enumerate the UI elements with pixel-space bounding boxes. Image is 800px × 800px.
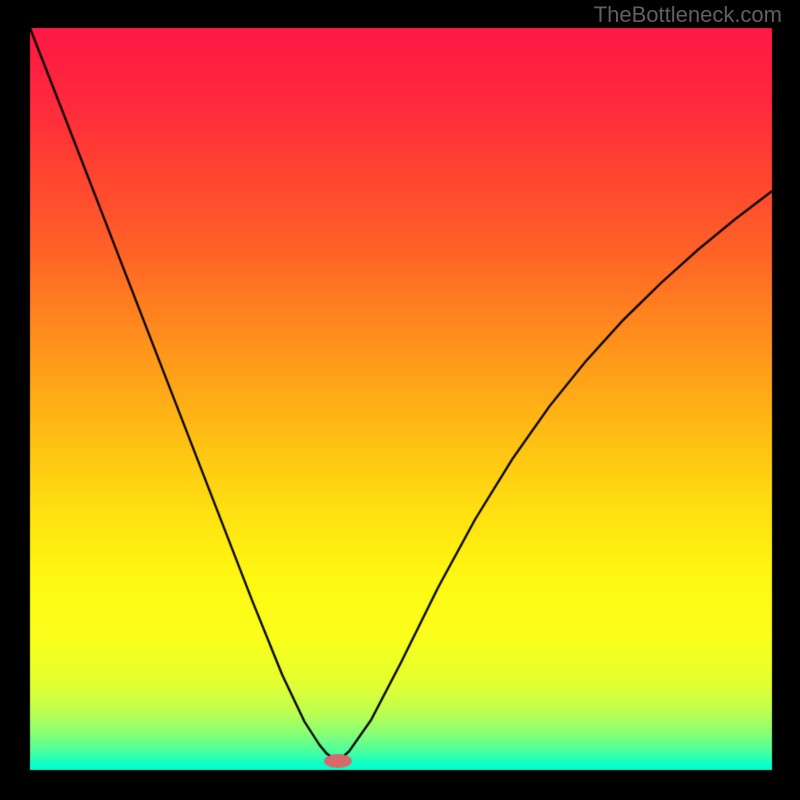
chart-frame: TheBottleneck.com (0, 0, 800, 800)
watermark-label: TheBottleneck.com (594, 2, 782, 28)
bottleneck-chart-canvas (0, 0, 800, 800)
